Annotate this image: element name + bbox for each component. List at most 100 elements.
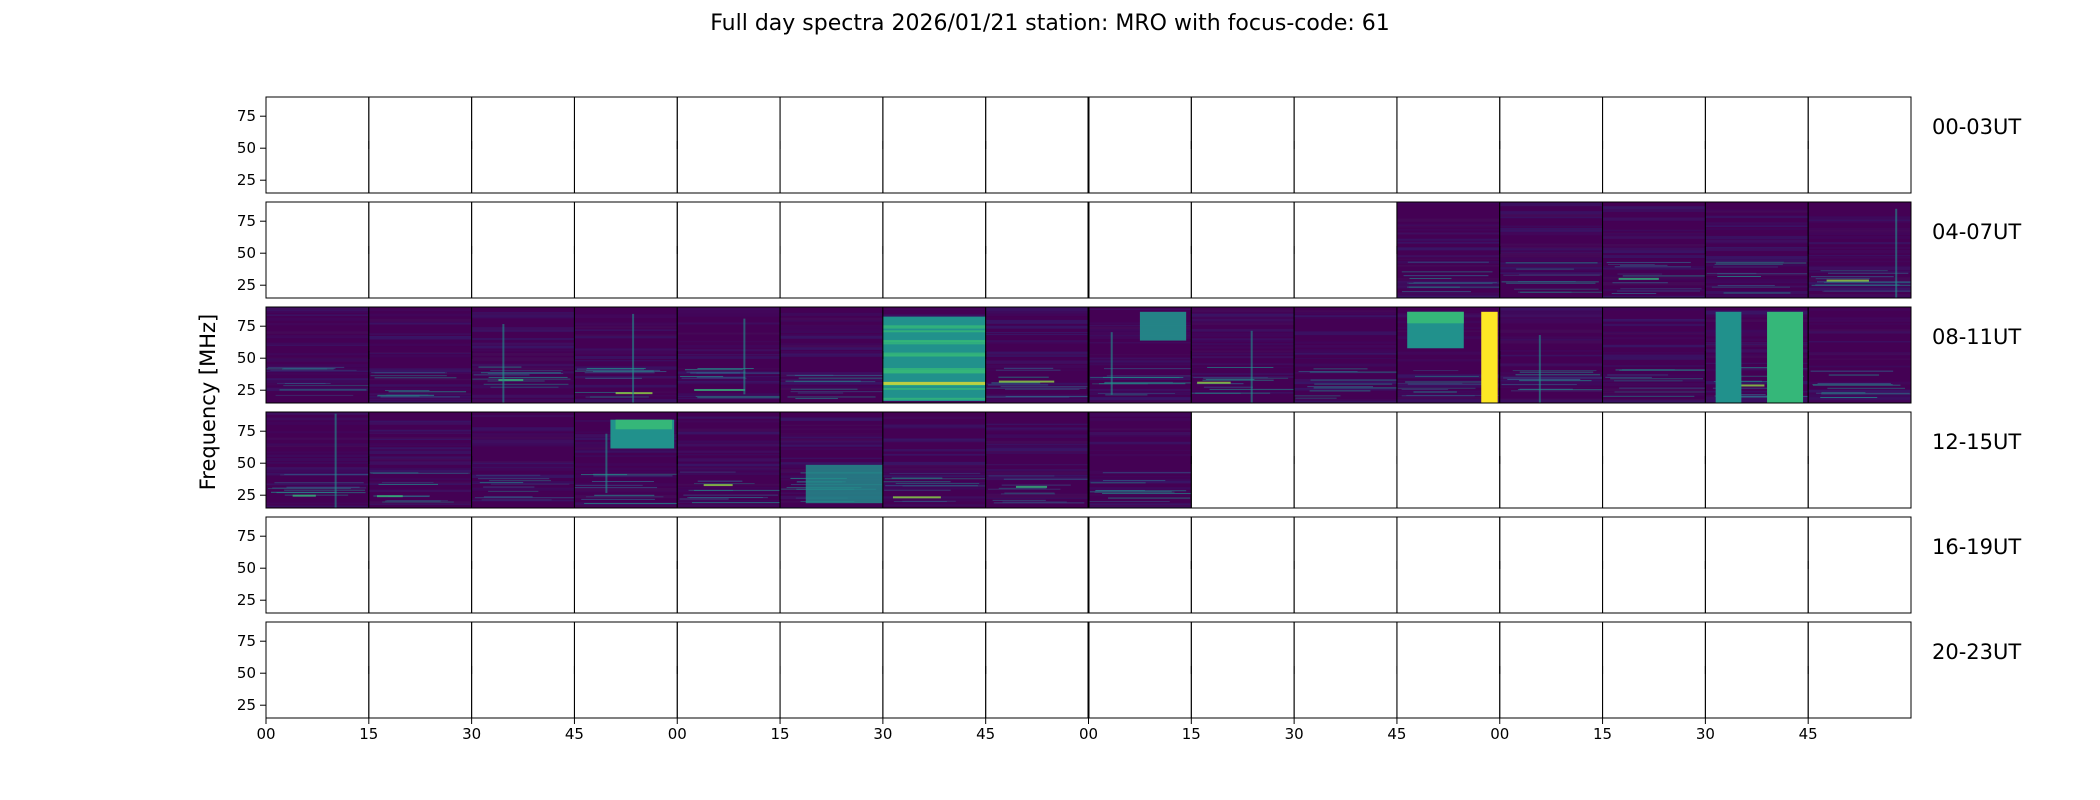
- spectrum-segment: [573, 516, 678, 614]
- spectrum-line: [696, 376, 746, 378]
- spectrum-line: [591, 481, 654, 483]
- y-tick-label: 50: [237, 244, 256, 262]
- spectrum-line: [797, 392, 844, 394]
- spectrum-band: [677, 332, 781, 335]
- spectrum-band: [1705, 246, 1809, 249]
- spectrum-band: [1088, 360, 1192, 363]
- segment-frame: [1704, 621, 1809, 719]
- spectrum-burst: [1110, 332, 1113, 395]
- segment-frame: [985, 96, 1089, 194]
- row-label: 00-03UT: [1932, 115, 2021, 139]
- spectrum-band: [780, 328, 883, 332]
- spectrum-band: [1191, 309, 1295, 313]
- spectrum-line: [991, 382, 1041, 384]
- spectrum-line: [680, 375, 724, 377]
- spectrum-band: [882, 424, 986, 428]
- segment-frame: [1190, 516, 1295, 614]
- spectrum-line: [1821, 393, 1911, 395]
- spectrum-band: [266, 502, 369, 505]
- spectrum-line: [1715, 262, 1807, 264]
- spectrum-band: [1705, 228, 1809, 230]
- spectrum-line: [791, 388, 858, 390]
- spectrum-line: [696, 372, 781, 374]
- spectrum-band: [780, 335, 883, 339]
- spectrum-line: [574, 487, 658, 489]
- spectrum-line: [1721, 396, 1809, 398]
- spectrum-line: [284, 473, 369, 475]
- spectrum-band: [882, 308, 986, 311]
- spectrum-band: [1808, 331, 1911, 333]
- spectrum-line: [1506, 282, 1596, 284]
- spectrum-band: [1396, 295, 1500, 298]
- spectrum-line: [1503, 377, 1603, 379]
- spectrum-band: [1088, 488, 1192, 491]
- spectrum-band: [882, 504, 986, 507]
- spectrum-line: [1613, 380, 1683, 382]
- spectrum-image: [780, 412, 883, 508]
- spectrum-segment: [265, 411, 370, 509]
- spectrum-segment: [265, 306, 370, 404]
- spectrum-band: [471, 352, 575, 356]
- spectrum-band: [574, 384, 678, 388]
- x-tick-label: 15: [1593, 725, 1612, 743]
- spectrum-band: [368, 422, 472, 425]
- spectrum-line: [1313, 368, 1368, 370]
- spectrum-line: [479, 482, 524, 484]
- spectrum-band: [574, 351, 678, 355]
- spectrum-band: [266, 370, 369, 373]
- spectrum-line: [1828, 374, 1880, 376]
- spectrum-band: [677, 449, 781, 452]
- spectrum-segment: [676, 411, 781, 509]
- spectrum-band: [1808, 249, 1911, 254]
- spectrum-line: [1408, 282, 1493, 284]
- spectrum-line: [1207, 366, 1274, 368]
- spectrum-line: [584, 372, 655, 374]
- spectrum-band: [574, 449, 678, 453]
- spectrum-line: [589, 396, 649, 398]
- spectrum-band: [1808, 329, 1911, 332]
- segment-frame: [1704, 411, 1809, 509]
- row-label: 08-11UT: [1932, 325, 2021, 349]
- spectrum-band: [574, 455, 678, 457]
- spectrum-line: [1607, 264, 1655, 266]
- spectrum-image: [471, 307, 575, 403]
- segment-frame: [1396, 96, 1501, 194]
- spectrum-segment: [676, 201, 781, 299]
- y-tick-label: 75: [237, 317, 256, 335]
- spectrum-band: [1808, 271, 1911, 274]
- spectrum-band: [1088, 504, 1192, 507]
- spectrum-line: [1619, 387, 1706, 389]
- spectrum-band: [1396, 283, 1500, 287]
- spectrum-line: [371, 372, 446, 374]
- spectrum-line: [1515, 374, 1601, 376]
- spectrum-line: [1717, 275, 1761, 277]
- spectrum-band: [985, 398, 1089, 401]
- spectrum-band: [985, 471, 1089, 475]
- spectrum-line: [998, 376, 1049, 378]
- spectrum-band: [1705, 285, 1809, 288]
- spectrum-band: [266, 335, 369, 338]
- spectrum-emission: [1767, 311, 1804, 403]
- spectrum-burst: [743, 318, 746, 395]
- spectrum-line: [488, 376, 568, 378]
- spectrum-band: [985, 360, 1089, 364]
- spectrum-band: [1191, 330, 1295, 332]
- spectrum-band: [1499, 386, 1603, 388]
- spectrum-band: [471, 499, 575, 502]
- spectrum-segment: [368, 306, 473, 404]
- y-tick-label: 75: [237, 527, 256, 545]
- spectrum-band: [882, 438, 986, 441]
- spectrum-line: [1401, 291, 1472, 293]
- spectrum-band: [780, 424, 883, 426]
- spectrum-band: [1396, 258, 1500, 260]
- spectrum-band: [1191, 401, 1295, 403]
- y-tick-label: 50: [237, 664, 256, 682]
- spectrum-band: [368, 481, 472, 484]
- spectrum-line: [384, 500, 441, 502]
- spectrum-band: [1396, 399, 1500, 403]
- spectrum-band: [1396, 238, 1500, 241]
- spectrum-band: [471, 357, 575, 361]
- x-tick-label: 30: [1285, 725, 1304, 743]
- spectrum-line: [1812, 384, 1901, 386]
- spectrum-emission: [1715, 311, 1742, 403]
